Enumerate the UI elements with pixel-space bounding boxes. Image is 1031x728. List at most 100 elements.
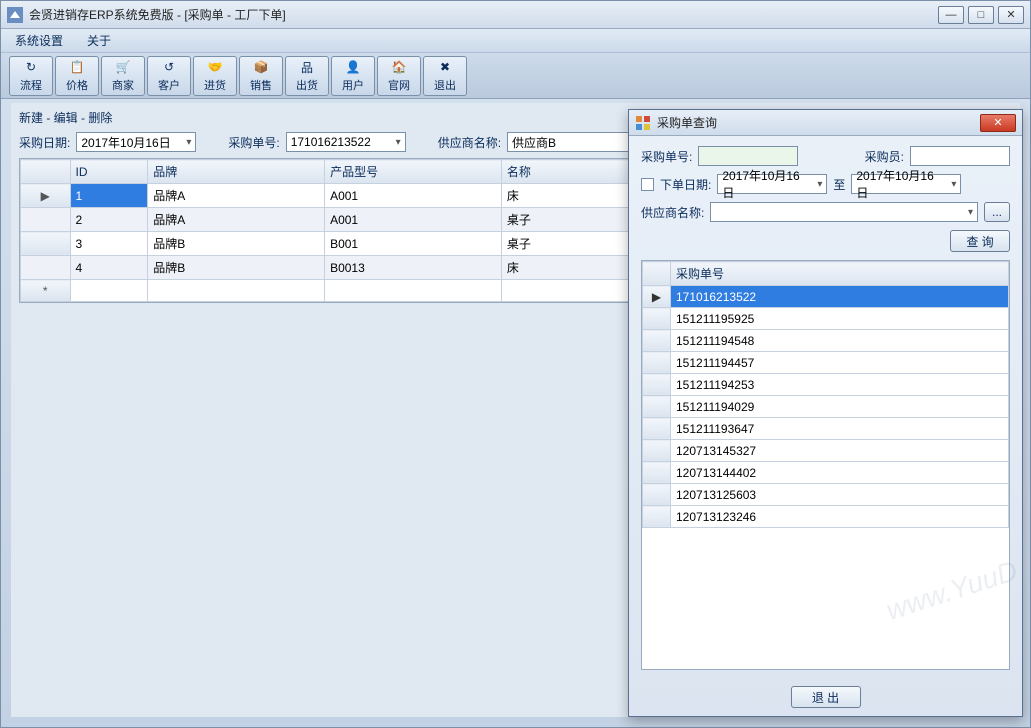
exit-icon: ✖: [435, 58, 455, 76]
order-no-combo[interactable]: 171016213522: [286, 132, 406, 152]
dlg-row-header: ▶: [643, 286, 671, 308]
dialog-title: 采购单查询: [657, 114, 980, 131]
col-model[interactable]: 产品型号: [325, 160, 502, 184]
dlg-cell-orderno[interactable]: 120713123246: [671, 506, 1009, 528]
cell-id[interactable]: 1: [70, 184, 148, 208]
dialog-icon: [635, 115, 651, 131]
dlg-supplier-browse-button[interactable]: ...: [984, 202, 1010, 222]
dlg-table-row[interactable]: 120713123246: [643, 506, 1009, 528]
tool-user[interactable]: 👤用户: [331, 56, 375, 96]
cell-brand[interactable]: 品牌B: [148, 256, 325, 280]
row-header: ▶: [21, 184, 71, 208]
dlg-row-header: [643, 308, 671, 330]
minimize-button[interactable]: —: [938, 6, 964, 24]
dialog-result-grid[interactable]: 采购单号 ▶1710162135221512111959251512111945…: [641, 260, 1010, 670]
cell-id[interactable]: 4: [70, 256, 148, 280]
tool-label: 客户: [158, 77, 180, 93]
col-id[interactable]: ID: [70, 160, 148, 184]
process-icon: ↻: [21, 58, 41, 76]
cell-model[interactable]: B0013: [325, 256, 502, 280]
tool-website[interactable]: 🏠官网: [377, 56, 421, 96]
cell-id[interactable]: 3: [70, 232, 148, 256]
dlg-cell-orderno[interactable]: 120713125603: [671, 484, 1009, 506]
dlg-date-checkbox[interactable]: [641, 178, 654, 191]
tool-label: 官网: [388, 77, 410, 93]
window-controls: — □ ✕: [938, 6, 1024, 24]
cell-brand[interactable]: 品牌A: [148, 184, 325, 208]
dlg-cell-orderno[interactable]: 151211194548: [671, 330, 1009, 352]
maximize-button[interactable]: □: [968, 6, 994, 24]
toolbar: ↻流程 📋价格 🛒商家 ↺客户 🤝进货 📦销售 品出货 👤用户 🏠官网 ✖退出: [1, 53, 1030, 99]
label-supplier: 供应商名称:: [438, 134, 501, 151]
dlg-table-row[interactable]: 120713145327: [643, 440, 1009, 462]
dlg-exit-button[interactable]: 退 出: [791, 686, 861, 708]
dlg-cell-orderno[interactable]: 120713145327: [671, 440, 1009, 462]
dlg-table-row[interactable]: ▶171016213522: [643, 286, 1009, 308]
dlg-buyer-input[interactable]: [910, 146, 1010, 166]
label-purchase-date: 采购日期:: [19, 134, 70, 151]
window-title: 会贤进销存ERP系统免费版 - [采购单 - 工厂下单]: [29, 6, 938, 23]
dlg-label-buyer: 采购员:: [865, 148, 904, 165]
dlg-col-rowheader: [643, 262, 671, 286]
dlg-table-row[interactable]: 120713125603: [643, 484, 1009, 506]
dlg-orderno-input[interactable]: [698, 146, 798, 166]
dlg-label-orderno: 采购单号:: [641, 148, 692, 165]
dlg-date-to[interactable]: 2017年10月16日: [851, 174, 961, 194]
customer-icon: ↺: [159, 58, 179, 76]
dlg-supplier-combo[interactable]: [710, 202, 978, 222]
dlg-cell-orderno[interactable]: 120713144402: [671, 462, 1009, 484]
dlg-table-row[interactable]: 151211195925: [643, 308, 1009, 330]
dlg-table-row[interactable]: 151211193647: [643, 418, 1009, 440]
tool-stockout[interactable]: 品出货: [285, 56, 329, 96]
dlg-cell-orderno[interactable]: 151211194457: [671, 352, 1009, 374]
menu-bar: 系统设置 关于: [1, 29, 1030, 53]
col-rowheader: [21, 160, 71, 184]
close-button[interactable]: ✕: [998, 6, 1024, 24]
tool-stockin[interactable]: 🤝进货: [193, 56, 237, 96]
dlg-label-orderdate: 下单日期:: [660, 176, 711, 193]
dlg-table-row[interactable]: 151211194253: [643, 374, 1009, 396]
menu-system-settings[interactable]: 系统设置: [9, 30, 69, 51]
dialog-close-button[interactable]: ✕: [980, 114, 1016, 132]
dlg-cell-orderno[interactable]: 171016213522: [671, 286, 1009, 308]
user-icon: 👤: [343, 58, 363, 76]
tool-sales[interactable]: 📦销售: [239, 56, 283, 96]
dlg-date-from[interactable]: 2017年10月16日: [717, 174, 827, 194]
dlg-cell-orderno[interactable]: 151211194253: [671, 374, 1009, 396]
tool-process[interactable]: ↻流程: [9, 56, 53, 96]
tool-label: 进货: [204, 77, 226, 93]
dlg-table-row[interactable]: 151211194029: [643, 396, 1009, 418]
dlg-row-header: [643, 352, 671, 374]
cell-model[interactable]: B001: [325, 232, 502, 256]
dlg-cell-orderno[interactable]: 151211193647: [671, 418, 1009, 440]
cell-brand[interactable]: 品牌A: [148, 208, 325, 232]
tool-label: 价格: [66, 77, 88, 93]
cell-brand[interactable]: 品牌B: [148, 232, 325, 256]
dlg-cell-orderno[interactable]: 151211194029: [671, 396, 1009, 418]
dlg-table-row[interactable]: 120713144402: [643, 462, 1009, 484]
tool-label: 商家: [112, 77, 134, 93]
cell-model[interactable]: A001: [325, 184, 502, 208]
tool-customer[interactable]: ↺客户: [147, 56, 191, 96]
supplier-field[interactable]: 供应商B: [507, 132, 647, 152]
tool-label: 用户: [342, 77, 364, 93]
dlg-row-header: [643, 330, 671, 352]
dlg-query-button[interactable]: 查 询: [950, 230, 1010, 252]
dlg-col-orderno[interactable]: 采购单号: [671, 262, 1009, 286]
dlg-row-header: [643, 484, 671, 506]
dlg-row-header: [643, 374, 671, 396]
dlg-table-row[interactable]: 151211194457: [643, 352, 1009, 374]
dlg-cell-orderno[interactable]: 151211195925: [671, 308, 1009, 330]
tool-exit[interactable]: ✖退出: [423, 56, 467, 96]
tool-price[interactable]: 📋价格: [55, 56, 99, 96]
purchase-date-combo[interactable]: 2017年10月16日: [76, 132, 196, 152]
dialog-footer: 退 出: [629, 686, 1022, 708]
tool-label: 流程: [20, 77, 42, 93]
tool-merchant[interactable]: 🛒商家: [101, 56, 145, 96]
col-brand[interactable]: 品牌: [148, 160, 325, 184]
cell-model[interactable]: A001: [325, 208, 502, 232]
dlg-label-supplier: 供应商名称:: [641, 204, 704, 221]
dlg-table-row[interactable]: 151211194548: [643, 330, 1009, 352]
menu-about[interactable]: 关于: [81, 30, 117, 51]
cell-id[interactable]: 2: [70, 208, 148, 232]
